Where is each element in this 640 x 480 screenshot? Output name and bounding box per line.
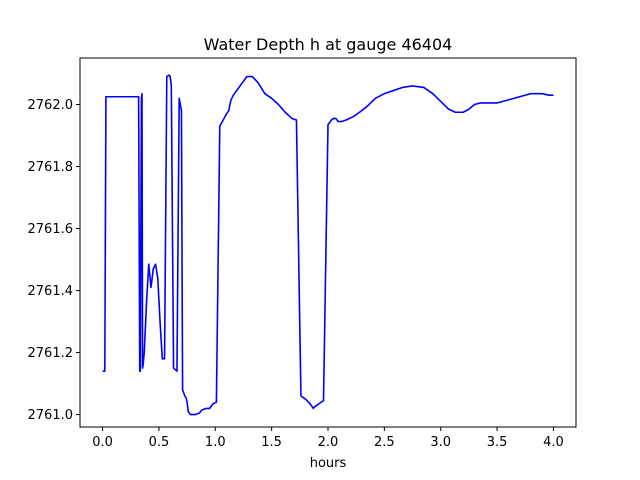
x-tick-label: 4.0	[543, 435, 564, 450]
x-tick-label: 0.0	[92, 435, 113, 450]
y-tick-label: 2761.6	[28, 222, 74, 237]
x-axis: 0.0 0.5 1.0 1.5 2.0 2.5 3.0 3.5 4.0	[92, 427, 564, 450]
y-tick-label: 2761.8	[28, 160, 74, 175]
y-tick-label: 2761.0	[28, 408, 74, 423]
x-tick-label: 2.0	[318, 435, 339, 450]
x-tick-label: 1.0	[205, 435, 226, 450]
x-tick-label: 3.0	[430, 435, 451, 450]
x-tick-label: 3.5	[487, 435, 508, 450]
series-line	[102, 74, 554, 416]
y-tick-label: 2761.4	[28, 284, 74, 299]
y-axis: 2761.0 2761.2 2761.4 2761.6 2761.8 2762.0	[28, 98, 80, 423]
series-line-group	[102, 74, 554, 416]
x-tick-label: 2.5	[374, 435, 395, 450]
x-tick-label: 0.5	[149, 435, 170, 450]
y-tick-label: 2761.2	[28, 346, 74, 361]
x-axis-label: hours	[310, 456, 347, 471]
y-tick-label: 2762.0	[28, 98, 74, 113]
x-tick-label: 1.5	[261, 435, 282, 450]
chart-title: Water Depth h at gauge 46404	[204, 35, 453, 54]
